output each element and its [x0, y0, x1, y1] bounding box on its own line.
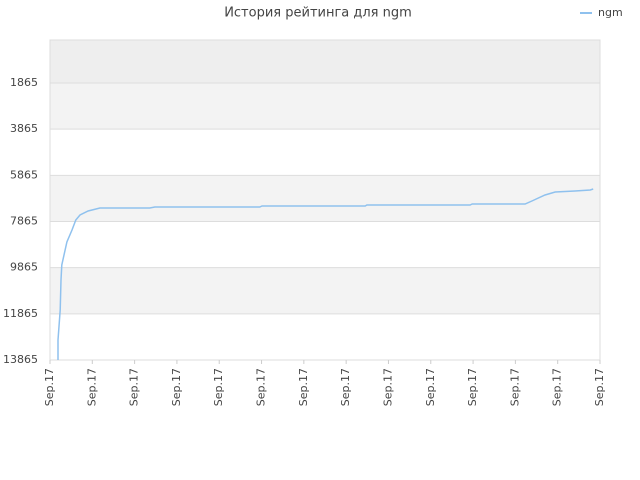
x-tick-label: Sep.17 [593, 368, 606, 406]
legend-label: ngm [598, 6, 623, 19]
plot-band [50, 175, 600, 222]
y-tick-label: 3865 [10, 122, 38, 135]
x-tick-label: Sep.17 [128, 368, 141, 406]
y-tick-label: 13865 [3, 353, 38, 366]
x-tick-label: Sep.17 [85, 368, 98, 406]
x-tick-label: Sep.17 [255, 368, 268, 406]
x-tick-label: Sep.17 [551, 368, 564, 406]
plot-band [50, 221, 600, 268]
plot-band [50, 267, 600, 314]
y-tick-label: 9865 [10, 261, 38, 274]
x-tick-label: Sep.17 [339, 368, 352, 406]
x-tick-label: Sep.17 [466, 368, 479, 406]
y-tick-label: 7865 [10, 214, 38, 227]
x-tick-label: Sep.17 [508, 368, 521, 406]
chart-title: История рейтинга для ngm [224, 6, 412, 21]
x-tick-label: Sep.17 [424, 368, 437, 406]
plot-band [50, 82, 600, 130]
x-tick-label: Sep.17 [43, 368, 56, 406]
y-tick-label: 11865 [3, 307, 38, 320]
x-tick-label: Sep.17 [170, 368, 183, 406]
x-tick-label: Sep.17 [381, 368, 394, 406]
y-tick-label: 5865 [10, 168, 38, 181]
x-tick-label: Sep.17 [212, 368, 225, 406]
series-line [57, 188, 594, 360]
x-tick-label: Sep.17 [297, 368, 310, 406]
plot-band [50, 129, 600, 176]
plot-band [50, 40, 600, 83]
plot-band [50, 313, 600, 360]
y-tick-label: 1865 [10, 76, 38, 89]
